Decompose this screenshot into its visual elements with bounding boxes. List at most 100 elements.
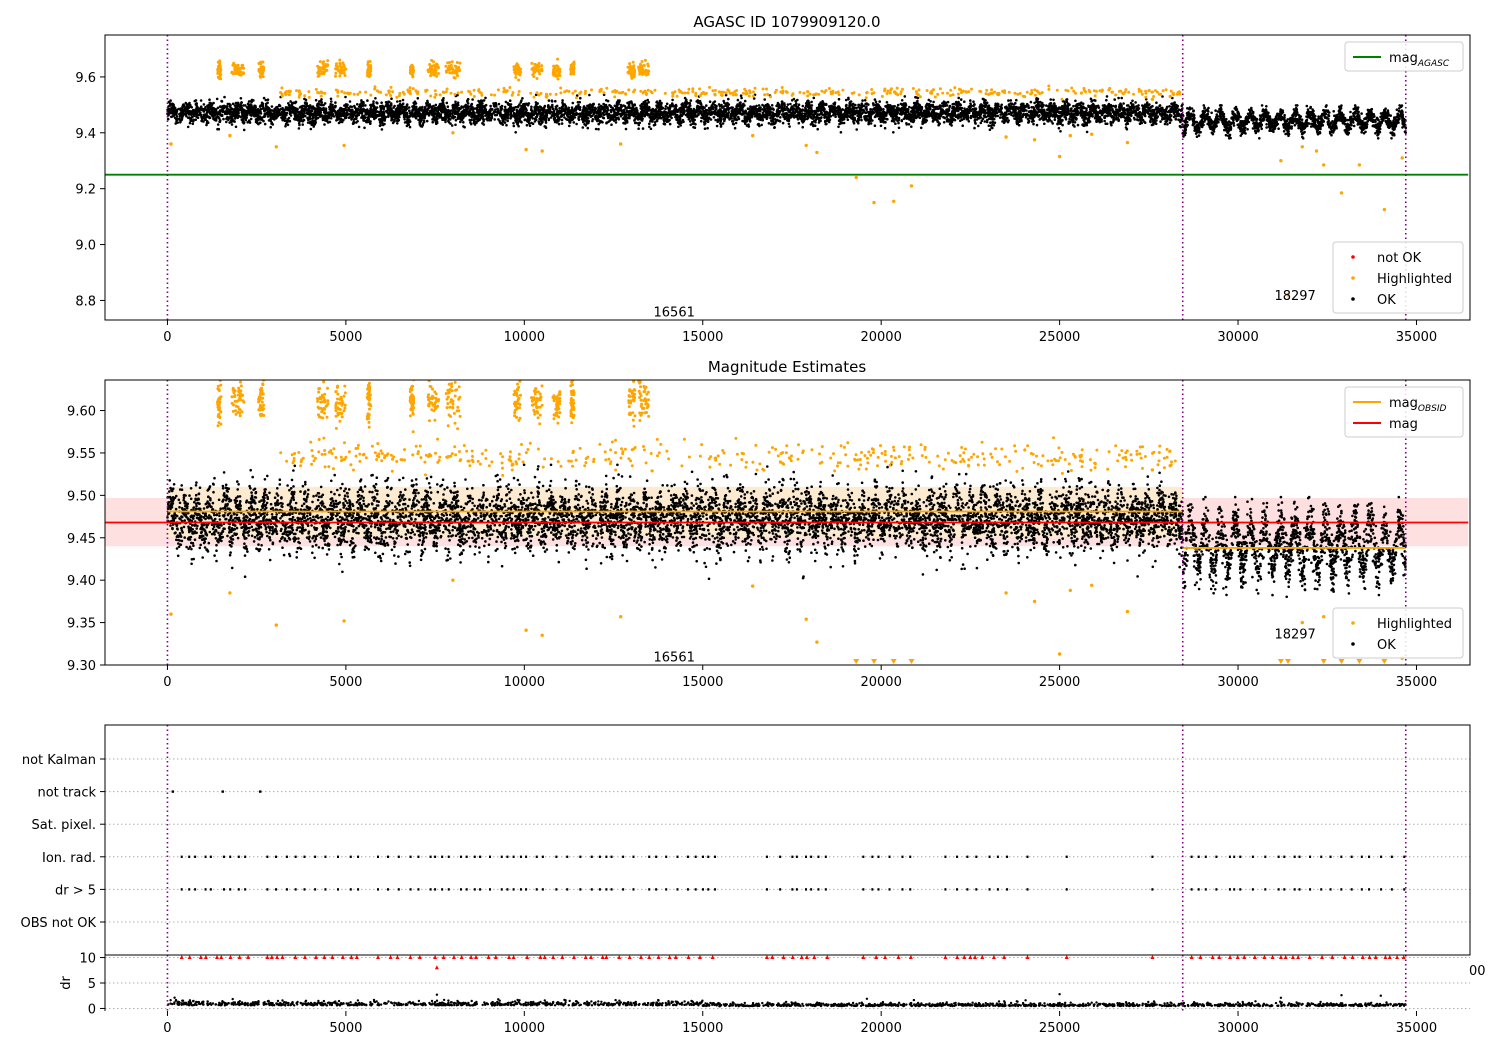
ok-point (689, 99, 693, 102)
ok-point (731, 119, 734, 123)
ok-point (591, 118, 595, 121)
ok-point (370, 105, 373, 108)
ok-point (1045, 104, 1048, 107)
ok-point (727, 97, 730, 101)
ok-point (416, 97, 420, 100)
ok-point (924, 120, 927, 124)
ok-point (216, 123, 220, 126)
ok-point (588, 93, 591, 97)
ok-point (1051, 122, 1054, 125)
ok-point (481, 122, 484, 125)
ok-point (1147, 108, 1151, 112)
ok-point (1003, 106, 1007, 109)
ok-point (1112, 104, 1115, 108)
ok-point (519, 101, 522, 104)
ok-point (857, 118, 861, 121)
ok-point (985, 101, 989, 105)
ok-point (259, 107, 263, 111)
ok-point (694, 115, 698, 118)
ok-point (1060, 106, 1063, 109)
ok-point (552, 109, 556, 113)
ok-point (194, 118, 197, 121)
ok-point (586, 126, 590, 130)
ok-point (1074, 104, 1078, 107)
ok-point (1131, 99, 1134, 103)
ok-point (734, 121, 738, 125)
ok-point (349, 105, 352, 108)
ok-point (781, 121, 785, 125)
ok-point (972, 100, 975, 103)
ok-point (374, 107, 377, 111)
ok-point (763, 98, 766, 101)
ok-point (795, 102, 798, 105)
ok-point (469, 122, 473, 126)
ok-point (503, 105, 507, 109)
ok-point (812, 96, 816, 100)
ok-point (233, 117, 237, 120)
ok-point (230, 107, 234, 111)
ok-point (479, 116, 483, 120)
ok-point (170, 115, 173, 119)
ok-point (1007, 112, 1011, 116)
ok-point (989, 121, 992, 124)
ok-point (1107, 102, 1111, 106)
ok-point (461, 106, 465, 109)
ok-point (396, 100, 399, 103)
panel-1-title: AGASC ID 1079909120.0 (693, 13, 880, 31)
ok-point (698, 99, 702, 103)
ok-point (1007, 99, 1010, 102)
ok-point (957, 100, 960, 104)
ok-point (699, 106, 702, 109)
ok-point (770, 104, 774, 107)
ok-point (714, 118, 717, 122)
ok-point (810, 104, 814, 107)
ok-point (204, 105, 207, 109)
ok-point (796, 105, 800, 109)
ok-point (396, 122, 399, 125)
ok-point (740, 96, 743, 100)
ok-point (497, 102, 501, 106)
ok-point (747, 107, 750, 111)
ok-point (468, 111, 472, 114)
ok-point (378, 124, 382, 127)
ok-point (363, 126, 366, 130)
ok-point (602, 93, 606, 97)
ok-point (242, 128, 246, 132)
ok-point (779, 116, 782, 119)
ok-point (801, 104, 805, 108)
ok-point (492, 104, 496, 107)
ok-point (1093, 108, 1096, 111)
ok-point (398, 99, 402, 103)
ok-point (403, 117, 406, 121)
ok-point (229, 110, 233, 113)
ok-point (1111, 107, 1114, 111)
ok-point (627, 103, 631, 107)
ok-point (978, 116, 981, 120)
ok-point (1166, 123, 1169, 126)
ok-point (1029, 100, 1033, 104)
ok-point (687, 102, 691, 105)
ok-point (806, 116, 810, 120)
ok-point (900, 99, 904, 102)
ok-point (543, 104, 547, 108)
ok-point (896, 103, 900, 107)
ok-point (760, 123, 763, 127)
ok-point (736, 98, 740, 102)
ok-point (374, 97, 377, 100)
ok-point (651, 120, 654, 123)
ok-point (561, 99, 564, 102)
ok-point (655, 100, 659, 103)
ok-point (537, 120, 541, 123)
ok-point (540, 107, 543, 110)
ok-point (248, 121, 252, 124)
ok-point (712, 116, 716, 119)
ok-point (1155, 101, 1158, 104)
ok-point (414, 105, 418, 109)
ok-point (756, 123, 760, 126)
ok-point (757, 104, 761, 107)
ok-point (642, 101, 645, 104)
ok-point (173, 107, 177, 110)
ok-point (1032, 122, 1035, 126)
